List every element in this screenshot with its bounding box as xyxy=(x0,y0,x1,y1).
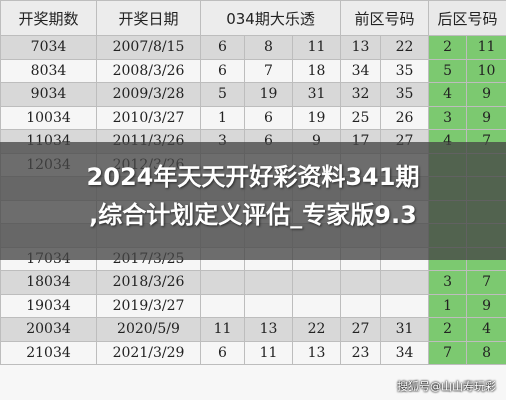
cell-front-number: 22 xyxy=(380,35,430,60)
cell-front-number xyxy=(200,270,245,295)
cell-front-number: 13 xyxy=(340,35,382,60)
cell-back-number: 2 xyxy=(428,35,468,60)
cell-front-number: 6 xyxy=(200,58,245,83)
cell-issue: 19034 xyxy=(0,293,97,318)
header-issue: 开奖期数 xyxy=(0,0,97,36)
table-row: 18034 2018/3/26 3 7 xyxy=(0,270,506,295)
cell-front-number: 6 xyxy=(200,35,245,60)
cell-back-number: 2 xyxy=(428,317,468,342)
overlay-line-2: ,综合计划定义评估_专家版9.3 xyxy=(89,201,417,229)
cell-back-number: 3 xyxy=(428,270,468,295)
cell-front-number: 5 xyxy=(200,82,245,107)
overlay-caption: 2024年天天开好彩资料341期 ,综合计划定义评估_专家版9.3 xyxy=(0,158,506,234)
cell-front-number xyxy=(340,270,382,295)
cell-front-number: 31 xyxy=(291,82,342,107)
cell-front-number xyxy=(200,293,245,318)
cell-front-number: 6 xyxy=(200,340,245,365)
cell-front-number xyxy=(380,293,430,318)
cell-front-number: 19 xyxy=(291,105,342,130)
table-row: 20034 2020/5/9 11 13 22 27 31 2 4 xyxy=(0,317,506,342)
cell-issue: 9034 xyxy=(0,82,97,107)
cell-date: 2019/3/27 xyxy=(96,293,201,318)
cell-front-number: 1 xyxy=(200,105,245,130)
cell-front-number: 11 xyxy=(200,317,245,342)
table-row: 7034 2007/8/15 6 8 11 13 22 2 11 xyxy=(0,35,506,60)
cell-front-number xyxy=(291,270,342,295)
cell-front-number: 6 xyxy=(244,105,293,130)
watermark: 搜狐号@山山寿玩彩 xyxy=(397,380,496,393)
cell-date: 2009/3/28 xyxy=(96,82,201,107)
cell-front-number: 25 xyxy=(340,105,382,130)
cell-back-number: 1 xyxy=(428,293,468,318)
cell-date: 2018/3/26 xyxy=(96,270,201,295)
cell-back-number: 9 xyxy=(466,293,506,318)
cell-issue: 10034 xyxy=(0,105,97,130)
cell-date: 2007/8/15 xyxy=(96,35,201,60)
cell-front-number xyxy=(340,293,382,318)
cell-front-number: 13 xyxy=(244,317,293,342)
cell-back-number: 9 xyxy=(466,82,506,107)
cell-front-number: 34 xyxy=(340,58,382,83)
cell-front-number: 26 xyxy=(380,105,430,130)
cell-front-number xyxy=(291,293,342,318)
cell-back-number: 4 xyxy=(428,82,468,107)
cell-date: 2021/3/29 xyxy=(96,340,201,365)
table-row: 8034 2008/3/26 6 7 18 34 35 5 10 xyxy=(0,58,506,83)
table-header-row: 开奖期数 开奖日期 034期大乐透 前区号码 后区号码 xyxy=(0,0,506,36)
table-row: 9034 2009/3/28 5 19 31 32 35 4 9 xyxy=(0,82,506,107)
cell-front-number: 23 xyxy=(340,340,382,365)
cell-front-number: 19 xyxy=(244,82,293,107)
cell-front-number: 13 xyxy=(291,340,342,365)
header-date: 开奖日期 xyxy=(96,0,201,36)
cell-back-number: 8 xyxy=(466,340,506,365)
cell-date: 2008/3/26 xyxy=(96,58,201,83)
cell-back-number: 9 xyxy=(466,105,506,130)
cell-issue: 20034 xyxy=(0,317,97,342)
cell-issue: 18034 xyxy=(0,270,97,295)
table-row: 21034 2021/3/29 6 11 13 23 34 7 8 xyxy=(0,340,506,365)
cell-issue: 7034 xyxy=(0,35,97,60)
cell-back-number: 7 xyxy=(466,270,506,295)
cell-issue: 21034 xyxy=(0,340,97,365)
cell-back-number: 11 xyxy=(466,35,506,60)
cell-front-number: 35 xyxy=(380,58,430,83)
table-row: 19034 2019/3/27 1 9 xyxy=(0,293,506,318)
cell-back-number: 3 xyxy=(428,105,468,130)
cell-issue: 8034 xyxy=(0,58,97,83)
cell-front-number xyxy=(244,293,293,318)
cell-back-number: 4 xyxy=(466,317,506,342)
overlay-line-1: 2024年天天开好彩资料341期 xyxy=(86,163,420,191)
cell-front-number: 31 xyxy=(380,317,430,342)
cell-back-number: 10 xyxy=(466,58,506,83)
header-title: 034期大乐透 xyxy=(199,0,342,36)
cell-front-number: 34 xyxy=(380,340,430,365)
cell-front-number: 11 xyxy=(244,340,293,365)
cell-front-number: 27 xyxy=(340,317,382,342)
cell-front-number: 35 xyxy=(380,82,430,107)
header-back: 后区号码 xyxy=(428,0,506,36)
table-row: 10034 2010/3/27 1 6 19 25 26 3 9 xyxy=(0,105,506,130)
cell-front-number: 32 xyxy=(340,82,382,107)
cell-date: 2010/3/27 xyxy=(96,105,201,130)
cell-front-number xyxy=(380,270,430,295)
blurred-band xyxy=(0,142,506,260)
header-front: 前区号码 xyxy=(340,0,430,36)
cell-back-number: 7 xyxy=(428,340,468,365)
cell-front-number: 8 xyxy=(244,35,293,60)
cell-front-number: 18 xyxy=(291,58,342,83)
cell-date: 2020/5/9 xyxy=(96,317,201,342)
cell-front-number: 7 xyxy=(244,58,293,83)
cell-front-number xyxy=(244,270,293,295)
cell-front-number: 22 xyxy=(291,317,342,342)
cell-back-number: 5 xyxy=(428,58,468,83)
cell-front-number: 11 xyxy=(291,35,342,60)
